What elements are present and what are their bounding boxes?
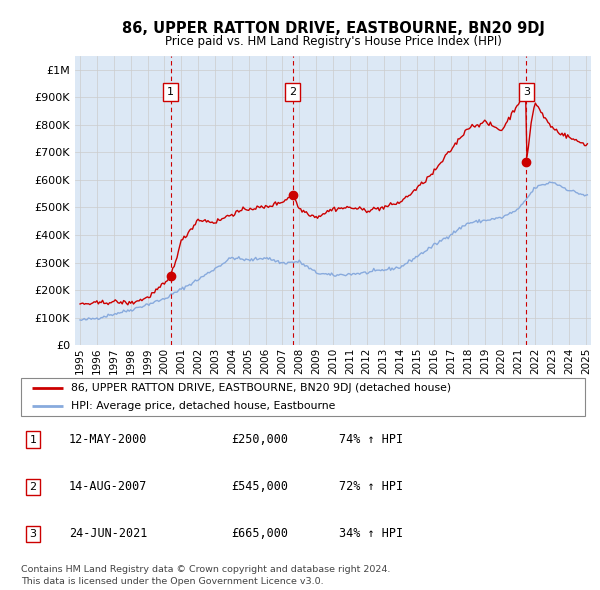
Text: £250,000: £250,000 [231, 433, 288, 446]
Text: 3: 3 [29, 529, 37, 539]
Text: 34% ↑ HPI: 34% ↑ HPI [339, 527, 403, 540]
Text: 74% ↑ HPI: 74% ↑ HPI [339, 433, 403, 446]
Text: This data is licensed under the Open Government Licence v3.0.: This data is licensed under the Open Gov… [21, 577, 323, 586]
Text: 24-JUN-2021: 24-JUN-2021 [69, 527, 148, 540]
Text: HPI: Average price, detached house, Eastbourne: HPI: Average price, detached house, East… [71, 401, 335, 411]
Text: 2: 2 [29, 482, 37, 491]
Text: 2: 2 [289, 87, 296, 97]
Text: 14-AUG-2007: 14-AUG-2007 [69, 480, 148, 493]
Text: Price paid vs. HM Land Registry's House Price Index (HPI): Price paid vs. HM Land Registry's House … [164, 35, 502, 48]
Text: 86, UPPER RATTON DRIVE, EASTBOURNE, BN20 9DJ (detached house): 86, UPPER RATTON DRIVE, EASTBOURNE, BN20… [71, 383, 451, 393]
Text: 1: 1 [167, 87, 174, 97]
Text: 12-MAY-2000: 12-MAY-2000 [69, 433, 148, 446]
Text: 3: 3 [523, 87, 530, 97]
Text: 86, UPPER RATTON DRIVE, EASTBOURNE, BN20 9DJ: 86, UPPER RATTON DRIVE, EASTBOURNE, BN20… [122, 21, 544, 35]
Text: Contains HM Land Registry data © Crown copyright and database right 2024.: Contains HM Land Registry data © Crown c… [21, 565, 391, 574]
Text: 1: 1 [29, 435, 37, 444]
Text: 72% ↑ HPI: 72% ↑ HPI [339, 480, 403, 493]
Text: £665,000: £665,000 [231, 527, 288, 540]
Text: £545,000: £545,000 [231, 480, 288, 493]
